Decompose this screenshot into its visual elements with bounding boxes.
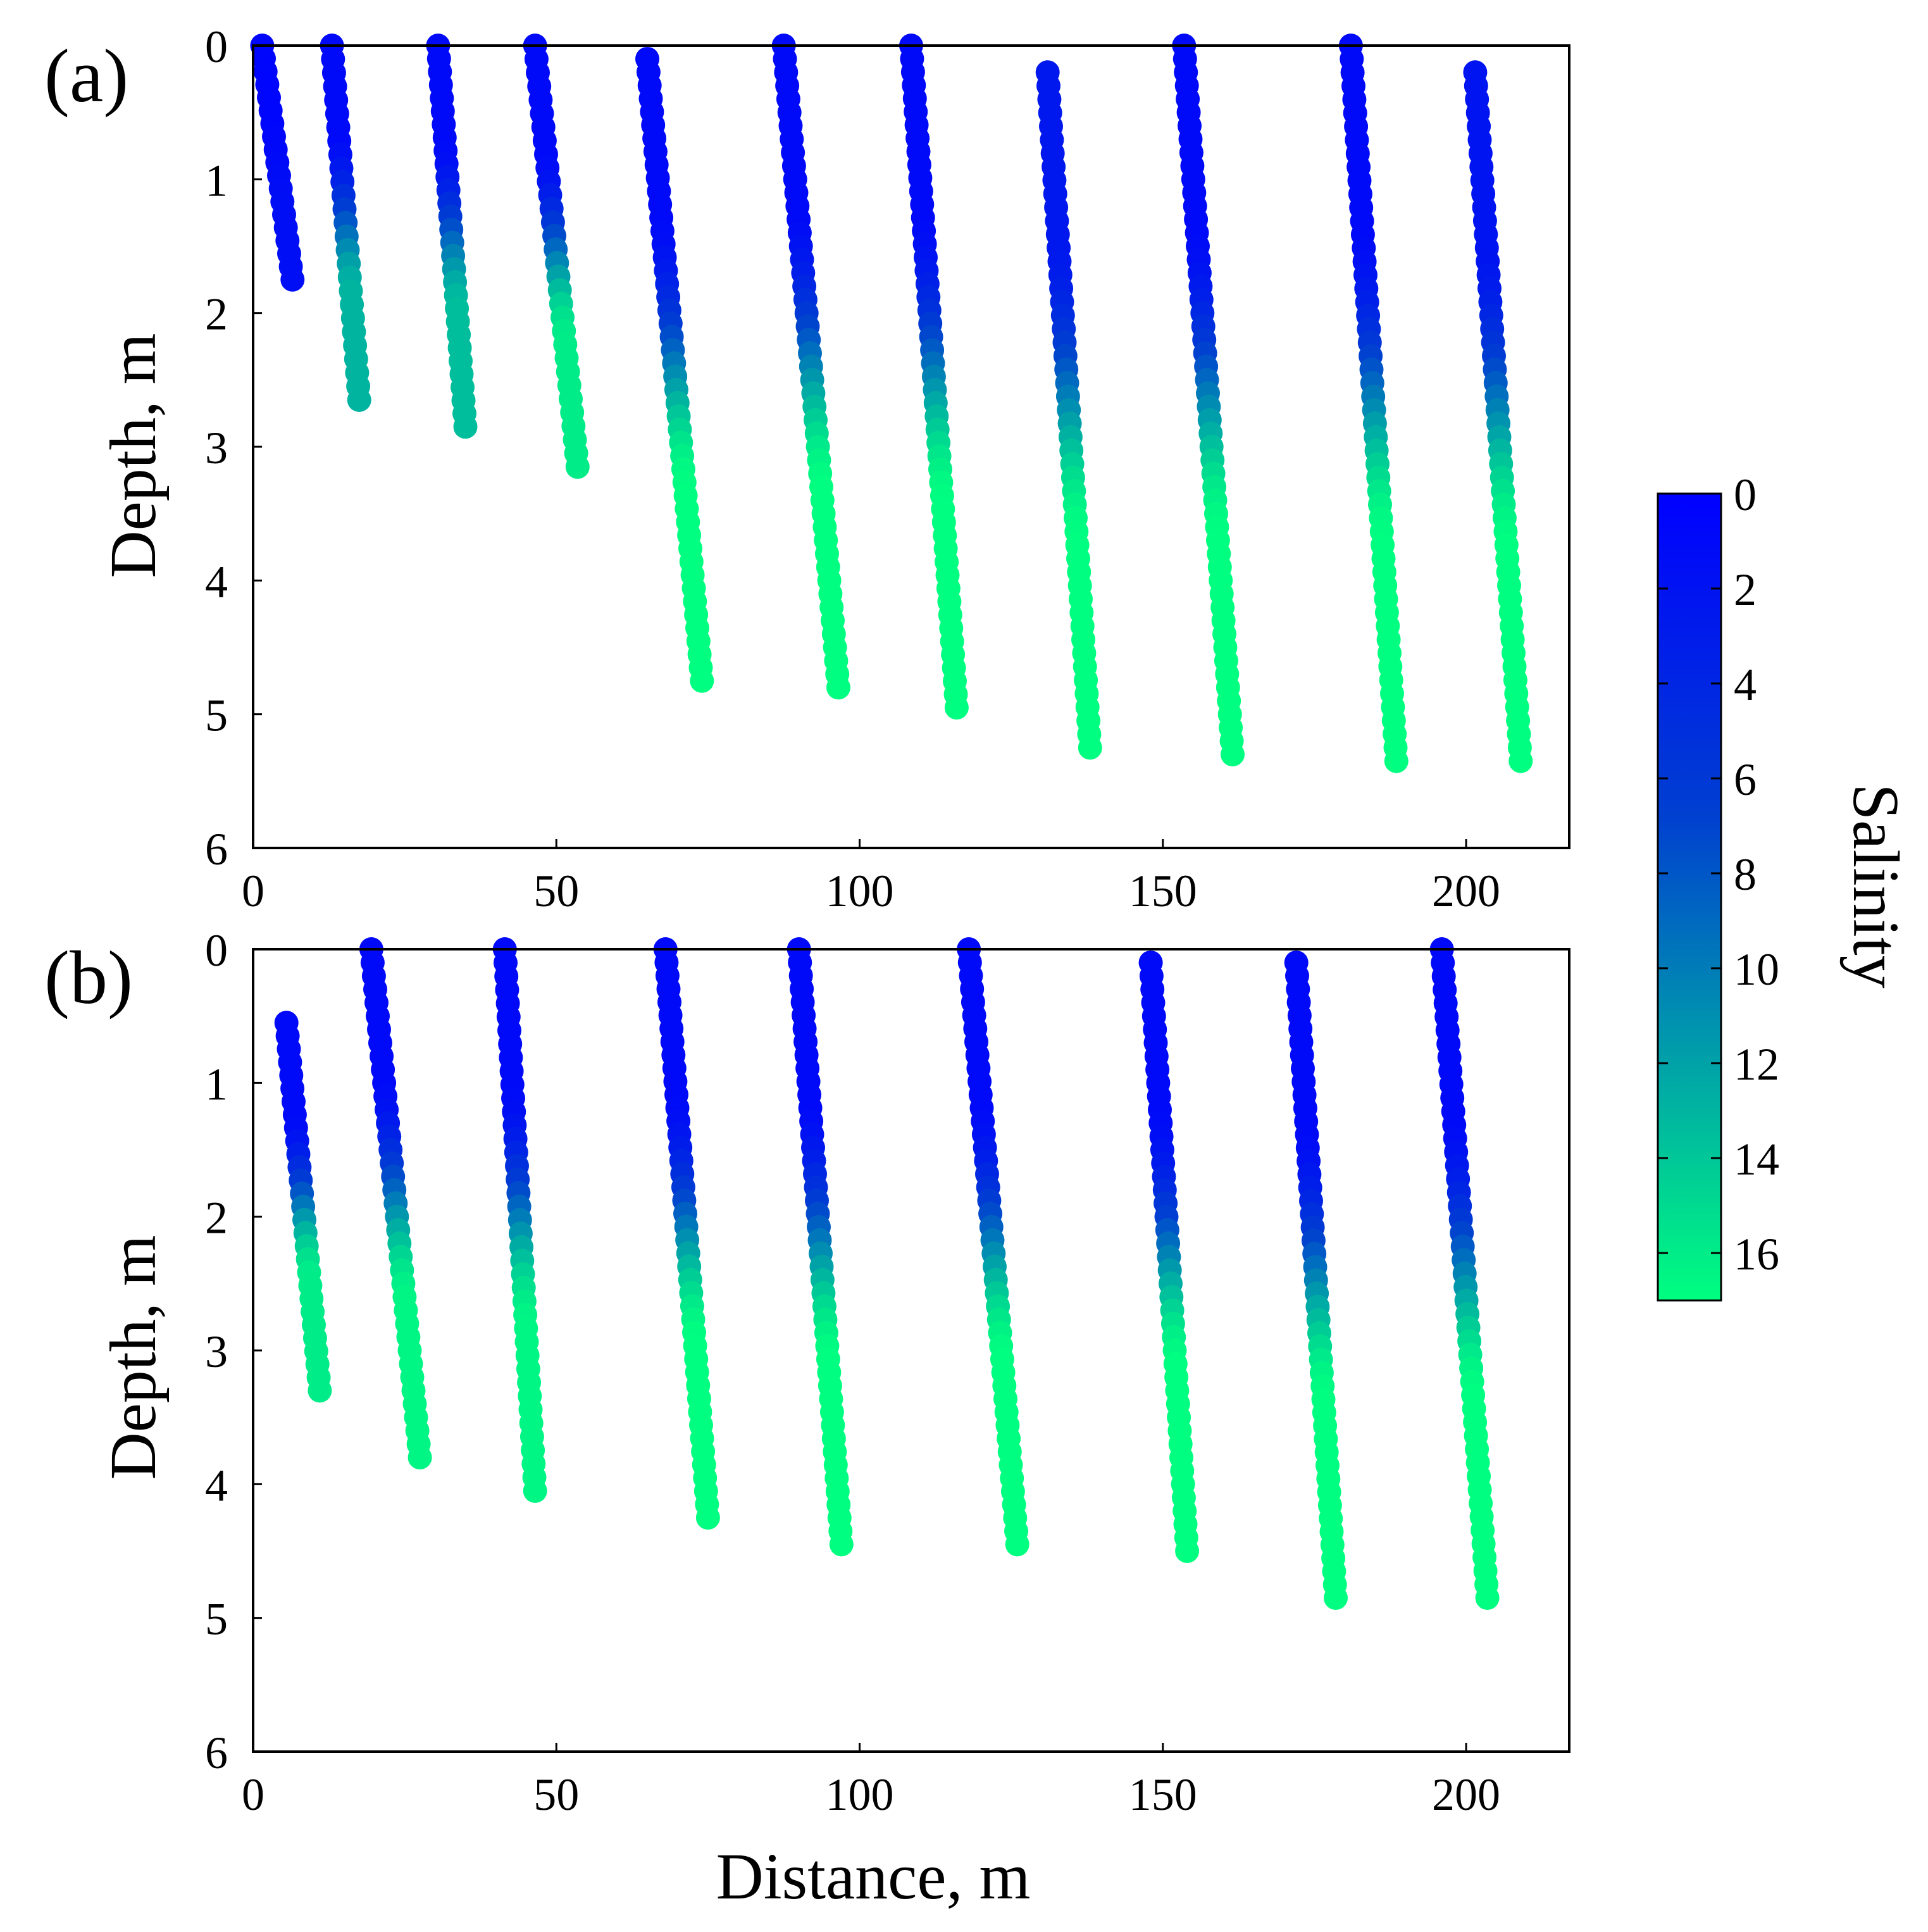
panel-a-profile-7-point: [944, 695, 969, 720]
panel-b-y-axis-title: Depth, m: [97, 1235, 170, 1480]
panel-a-label: (a): [44, 34, 128, 118]
panel-a-profile-2-point: [347, 388, 371, 412]
panel-a-profile-9: [1172, 34, 1245, 767]
panel-a-y-tick-label: 3: [205, 423, 228, 473]
panel-a-y-axis-title: Depth, m: [97, 333, 170, 578]
panel-b-profile-7: [1138, 950, 1200, 1563]
x-axis-title: Distance, m: [716, 1840, 1031, 1913]
panel-a-profile-9-point: [1221, 742, 1245, 767]
panel-b-x-ticks: 0 50 100 150 200: [242, 1743, 1500, 1820]
panel-b-profile-3: [492, 937, 547, 1503]
panel-b-x-tick-label: 50: [533, 1769, 579, 1820]
panel-a-profile-6-point: [826, 675, 850, 700]
colorbar-ticks: 0 2 4 6 8 10 12 14 16: [1658, 470, 1779, 1280]
panel-b-label: (b): [44, 935, 133, 1019]
colorbar-tick-label: 8: [1734, 849, 1757, 900]
panel-a-profile-7: [899, 34, 969, 720]
panel-a-x-tick-label: 200: [1432, 866, 1500, 916]
panel-b-y-tick-label: 6: [205, 1728, 228, 1778]
panel-b-y-tick-label: 5: [205, 1594, 228, 1645]
colorbar-title: Salinity: [1839, 783, 1912, 988]
panel-b-profile-1: [274, 1011, 332, 1403]
panel-b-y-ticks: 0 1 2 3 4 5 6: [205, 925, 262, 1778]
panel-a-x-tick-label: 50: [533, 866, 579, 916]
panel-b-data-points: [274, 937, 1500, 1610]
panel-a-profile-10: [1338, 34, 1409, 773]
panel-b-plot-frame: [252, 948, 1570, 1753]
panel-a-y-ticks: 0 1 2 3 4 5 6: [205, 22, 262, 875]
panel-b-y-tick-label: 3: [205, 1326, 228, 1377]
panel-a-y-tick-label: 5: [205, 690, 228, 741]
panel-a-x-tick-label: 0: [242, 866, 264, 916]
panel-a-y-tick-label: 2: [205, 289, 228, 340]
panel-a-plot-frame: [252, 44, 1570, 849]
panel-a-y-tick-label: 1: [205, 155, 228, 206]
colorbar-tick-label: 6: [1734, 754, 1757, 805]
panel-b-profile-6: [957, 937, 1029, 1557]
panel-a-profile-11: [1463, 60, 1533, 773]
panel-a-profile-6: [771, 34, 850, 700]
colorbar-tick-label: 16: [1734, 1229, 1779, 1280]
panel-a-y-tick-label: 6: [205, 824, 228, 875]
colorbar-tick-label: 10: [1734, 944, 1779, 995]
panel-b-y-tick-label: 2: [205, 1193, 228, 1243]
panel-a-profile-1-point: [280, 267, 305, 292]
colorbar-gradient: [1657, 492, 1722, 1302]
panel-b-profile-8: [1284, 950, 1348, 1610]
panel-a-profile-2: [320, 34, 371, 412]
panel-a-x-ticks: 0 50 100 150 200: [242, 839, 1500, 916]
panel-b-profile-4: [653, 937, 720, 1530]
panel-a-profile-11-point: [1508, 749, 1533, 773]
panel-a-profile-5-point: [690, 668, 714, 693]
panel-b-profile-6-point: [1005, 1532, 1029, 1557]
panel-b-x-tick-label: 0: [242, 1769, 264, 1820]
colorbar: 0 2 4 6 8 10 12 14 16 Salinity: [1657, 470, 1912, 1302]
panel-a-profile-3-point: [453, 414, 478, 439]
panel-b-x-tick-label: 200: [1432, 1769, 1500, 1820]
panel-a-profile-1: [250, 34, 305, 292]
panel-b-y-tick-label: 0: [205, 925, 228, 976]
panel-a-profile-5: [635, 47, 714, 693]
panel-b-x-tick-label: 150: [1129, 1769, 1197, 1820]
panel-a-y-tick-label: 0: [205, 22, 228, 72]
panel-a-profile-4: [523, 34, 590, 479]
panel-b-profile-1-point: [308, 1378, 332, 1403]
colorbar-tick-label: 14: [1734, 1134, 1779, 1185]
panel-a-data-points: [250, 34, 1533, 773]
colorbar-tick-label: 4: [1734, 659, 1757, 710]
panel-a: (a) Depth, m 0 1 2 3 4 5 6 0 50 100 150 200: [44, 22, 1570, 916]
panel-b-profile-7-point: [1175, 1539, 1200, 1563]
panel-b-profile-4-point: [695, 1505, 720, 1530]
panel-b-x-tick-label: 100: [826, 1769, 894, 1820]
panel-b-profile-9-point: [1475, 1586, 1500, 1610]
panel-b-profile-8-point: [1324, 1586, 1348, 1610]
panel-a-profile-10-point: [1384, 749, 1409, 773]
colorbar-tick-label: 2: [1734, 564, 1757, 615]
panel-b-profile-2-point: [407, 1445, 432, 1470]
colorbar-tick-label: 12: [1734, 1039, 1779, 1090]
panel-b-profile-9: [1429, 937, 1500, 1610]
panel-b-y-tick-label: 1: [205, 1059, 228, 1109]
panel-b-profile-3-point: [523, 1478, 547, 1503]
panel-b-profile-2: [359, 937, 432, 1470]
panel-a-profile-4-point: [565, 454, 590, 479]
panel-b-y-tick-label: 4: [205, 1460, 228, 1511]
colorbar-tick-label: 0: [1734, 470, 1757, 520]
panel-a-profile-3: [426, 34, 478, 439]
panel-a-x-tick-label: 150: [1129, 866, 1197, 916]
panel-a-x-tick-label: 100: [826, 866, 894, 916]
panel-a-profile-8-point: [1078, 735, 1102, 760]
panel-b: (b) Depth, m 0 1 2 3 4 5 6 0 50 100 150 200 Distan…: [44, 925, 1570, 1913]
panel-b-profile-5: [787, 937, 854, 1557]
panel-b-profile-5-point: [829, 1532, 854, 1557]
panel-a-y-tick-label: 4: [205, 556, 228, 607]
panel-a-profile-8: [1035, 60, 1102, 760]
